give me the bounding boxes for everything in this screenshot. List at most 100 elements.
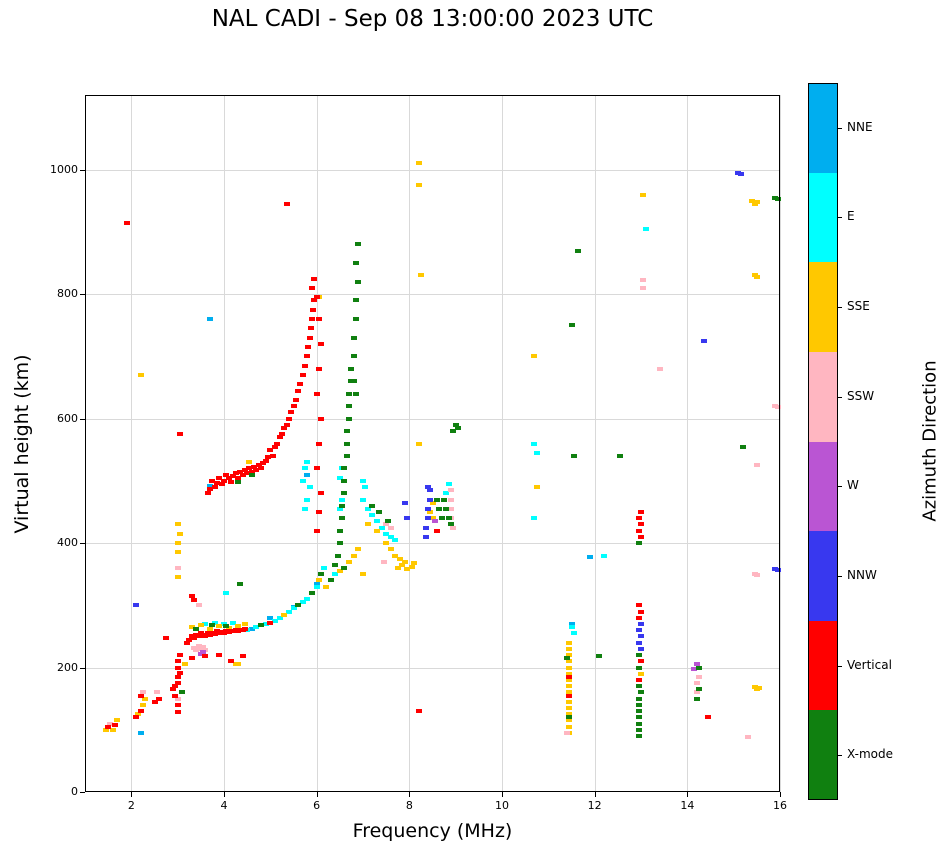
data-point	[253, 625, 260, 630]
data-point	[274, 441, 281, 446]
data-point	[369, 513, 376, 518]
data-point	[360, 497, 366, 502]
data-point	[448, 522, 455, 527]
data-point	[566, 724, 573, 729]
x-gridline	[131, 95, 133, 792]
colorbar-segment-ssw	[808, 351, 838, 442]
data-point	[638, 671, 644, 676]
data-point	[691, 666, 698, 671]
data-point	[309, 590, 316, 595]
data-point	[566, 677, 573, 682]
data-point	[744, 735, 751, 740]
data-point	[353, 317, 360, 322]
data-point	[132, 715, 139, 720]
data-point	[207, 486, 214, 491]
data-point	[267, 620, 274, 625]
data-point	[392, 553, 399, 558]
data-point	[364, 522, 371, 527]
data-point	[221, 478, 227, 483]
data-point	[362, 485, 369, 490]
data-point	[383, 541, 390, 546]
colorbar-tick-mark	[838, 755, 842, 757]
x-tick-label: 6	[313, 799, 321, 812]
data-point	[566, 640, 573, 645]
data-point	[774, 405, 781, 410]
data-point	[700, 338, 707, 343]
y-tick-mark	[80, 667, 85, 669]
data-point	[638, 690, 644, 695]
data-point	[209, 623, 216, 628]
data-point	[190, 635, 197, 640]
data-point	[376, 509, 383, 514]
data-point	[566, 653, 573, 658]
y-tick-label: 600	[57, 411, 78, 425]
data-point	[445, 516, 452, 521]
data-point	[343, 441, 350, 446]
data-point	[135, 712, 142, 717]
data-point	[339, 497, 346, 502]
data-point	[350, 553, 357, 558]
y-gridline	[85, 169, 780, 171]
data-point	[230, 473, 237, 478]
data-point	[424, 506, 431, 511]
data-point	[211, 620, 218, 625]
data-point	[635, 727, 642, 732]
data-point	[533, 450, 540, 455]
data-point	[635, 603, 642, 608]
colorbar-label: X-mode	[847, 747, 893, 762]
data-point	[399, 562, 406, 567]
data-point	[360, 478, 366, 483]
data-point	[281, 425, 288, 430]
data-point	[531, 354, 538, 359]
colorbar-segment-w	[808, 441, 838, 532]
x-axis-label: Frequency (MHz)	[352, 820, 513, 842]
data-point	[638, 509, 644, 514]
data-point	[417, 273, 424, 278]
data-point	[635, 733, 642, 738]
data-point	[200, 644, 207, 649]
data-point	[355, 279, 362, 284]
data-point	[153, 690, 160, 695]
data-point	[218, 481, 225, 486]
data-point	[299, 600, 306, 605]
data-point	[753, 274, 760, 279]
data-point	[112, 722, 119, 727]
data-point	[566, 646, 573, 651]
data-point	[693, 681, 700, 686]
data-point	[568, 621, 575, 626]
data-point	[209, 478, 216, 483]
data-point	[635, 653, 642, 658]
data-point	[320, 565, 327, 570]
data-point	[587, 554, 594, 559]
data-point	[353, 261, 360, 266]
data-point	[427, 488, 434, 493]
data-point	[638, 534, 644, 539]
data-point	[318, 341, 325, 346]
data-point	[753, 573, 760, 578]
data-point	[350, 379, 357, 384]
data-point	[635, 665, 642, 670]
colorbar-segment-nne	[808, 83, 838, 173]
data-point	[346, 416, 353, 421]
data-point	[216, 624, 223, 629]
data-point	[244, 471, 251, 476]
data-point	[341, 478, 348, 483]
x-gridline	[687, 95, 689, 792]
data-point	[635, 615, 642, 620]
data-point	[234, 480, 241, 485]
data-point	[174, 696, 181, 701]
y-tick-label: 400	[57, 536, 78, 550]
x-tick-label: 4	[220, 799, 228, 812]
data-point	[313, 581, 320, 586]
data-point	[563, 656, 570, 661]
y-tick-mark	[80, 294, 85, 296]
data-point	[635, 721, 642, 726]
data-point	[200, 649, 207, 654]
data-point	[693, 690, 700, 695]
data-point	[638, 646, 644, 651]
data-point	[346, 404, 353, 409]
data-point	[309, 285, 316, 290]
colorbar-label: SSW	[847, 388, 875, 403]
data-point	[454, 425, 461, 430]
x-tick-mark	[502, 792, 503, 797]
